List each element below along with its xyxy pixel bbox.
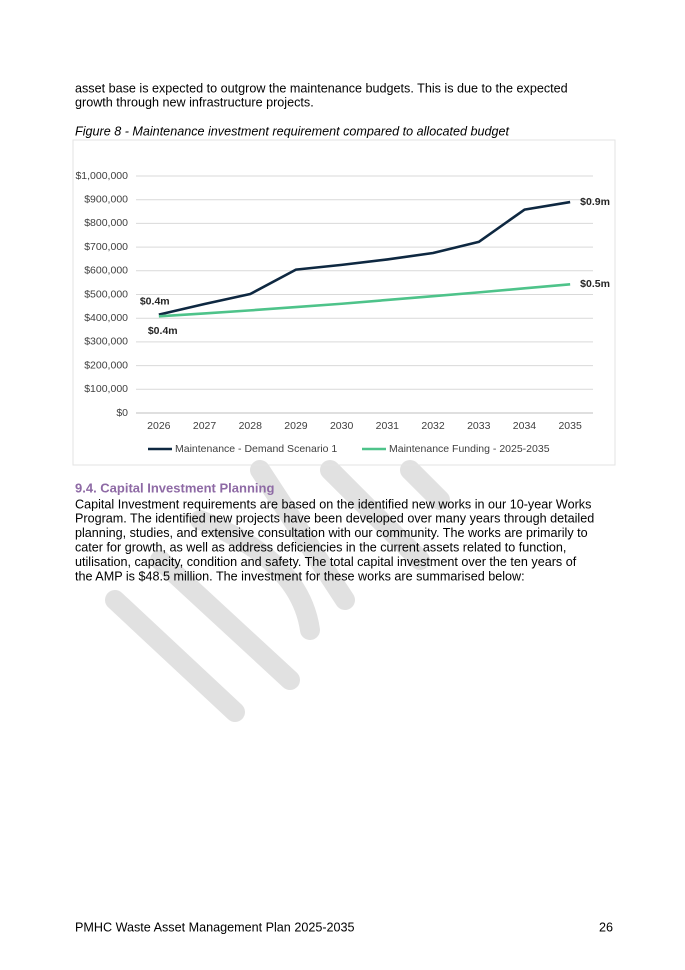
y-tick-label: $800,000 [84,217,128,229]
x-tick-label: 2035 [558,420,582,432]
footer-title: PMHC Waste Asset Management Plan 2025-20… [75,920,355,934]
figure-caption: Figure 8 - Maintenance investment requir… [75,124,510,138]
watermark-stroke [250,460,355,610]
watermark-stroke [105,590,245,722]
y-tick-label: $100,000 [84,383,128,395]
intro-line: asset base is expected to outgrow the ma… [75,81,568,95]
paragraph-line: planning, studies, and extensive consult… [75,526,588,540]
x-tick-label: 2030 [330,420,354,432]
x-tick-label: 2028 [239,420,263,432]
watermark-stroke [400,460,450,510]
chart: $0 $100,000 $200,000 $300,000 $400,000 $500,0… [75,170,609,455]
page-number: 26 [599,920,613,934]
y-tick-label: $1,000,000 [75,170,128,182]
x-tick-label: 2026 [147,420,171,432]
y-tick-label: $200,000 [84,359,128,371]
watermark-stroke [190,510,320,640]
y-tick-label: $0 [116,407,128,419]
x-tick-label: 2027 [193,420,217,432]
paragraph-line: cater for growth, as well as address def… [75,541,566,555]
x-tick-label: 2034 [513,420,537,432]
paragraph-line: Program. The identified new projects hav… [75,512,594,526]
x-tick-label: 2031 [376,420,400,432]
section-paragraph: Capital Investment requirements are base… [75,497,594,583]
x-tick-label: 2033 [467,420,491,432]
series-line [158,200,571,316]
paragraph-line: utilisation, capacity, condition and saf… [75,555,577,569]
y-tick-label: $400,000 [84,312,128,324]
legend-label: Maintenance Funding - 2025-2035 [389,443,550,455]
y-tick-label: $900,000 [84,193,128,205]
watermark-stroke [150,550,300,690]
y-tick-label: $500,000 [84,288,128,300]
x-tick-label: 2029 [284,420,308,432]
data-label: $0.4m [140,295,170,307]
y-tick-label: $600,000 [84,265,128,277]
series-line [158,283,571,318]
intro-line: growth through new infrastructure projec… [75,95,314,109]
watermark-stroke [320,460,430,570]
y-tick-label: $300,000 [84,336,128,348]
x-tick-label: 2032 [421,420,445,432]
paragraph-line: Capital Investment requirements are base… [75,497,591,511]
legend-label: Maintenance - Demand Scenario 1 [175,443,337,455]
watermark [105,460,450,722]
data-label: $0.5m [580,278,610,290]
chart-frame [72,139,616,466]
y-tick-label: $700,000 [84,241,128,253]
section-heading: 9.4. Capital Investment Planning [75,480,274,495]
data-label: $0.9m [580,196,610,208]
data-label: $0.4m [148,325,178,337]
paragraph-line: the AMP is $48.5 million. The investment… [75,569,525,583]
